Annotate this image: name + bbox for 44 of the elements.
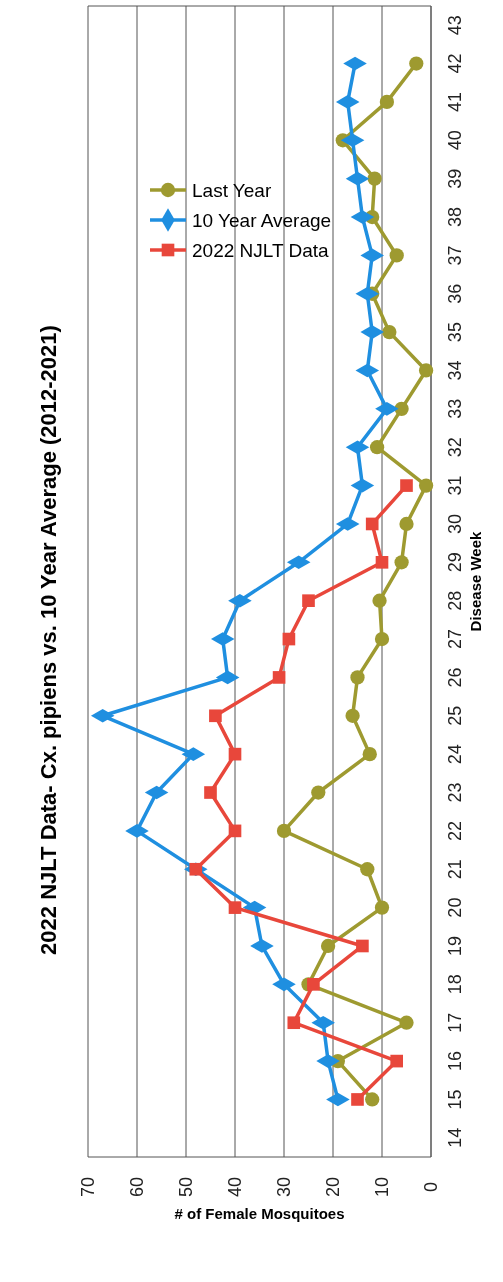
legend-label: 2022 NJLT Data: [192, 240, 330, 261]
y-axis-title: Disease Week: [467, 530, 484, 632]
y-tick-label: 25: [445, 705, 466, 726]
x-tick-label: 60: [127, 1176, 148, 1198]
y-tick-label: 29: [445, 552, 466, 573]
y-tick-label: 40: [445, 130, 466, 151]
y-tick-label: 38: [445, 207, 466, 228]
x-tick-label: 0: [421, 1181, 442, 1193]
y-tick-label: 26: [445, 667, 466, 688]
y-tick-label: 30: [445, 513, 466, 534]
y-tick-label: 42: [445, 53, 466, 74]
y-tick-label: 28: [445, 590, 466, 611]
y-tick-label: 27: [445, 629, 466, 650]
y-tick-label: 35: [445, 322, 466, 343]
y-tick-label: 33: [445, 398, 466, 419]
y-tick-label: 23: [445, 782, 466, 803]
y-tick-label: 31: [445, 475, 466, 496]
y-tick-label: 15: [445, 1089, 466, 1110]
x-tick-label: 50: [176, 1176, 197, 1198]
y-tick-label: 19: [445, 935, 466, 956]
y-tick-label: 18: [445, 974, 466, 995]
y-tick-label: 37: [445, 245, 466, 266]
y-tick-label: 21: [445, 859, 466, 880]
y-tick-label: 43: [445, 15, 466, 36]
y-tick-label: 39: [445, 168, 466, 189]
y-tick-label: 14: [445, 1127, 466, 1148]
y-tick-label: 20: [445, 897, 466, 918]
y-tick-label: 16: [445, 1051, 466, 1072]
x-tick-label: 40: [225, 1176, 246, 1198]
y-tick-label: 17: [445, 1012, 466, 1033]
x-tick-label: 30: [274, 1176, 295, 1198]
y-tick-label: 41: [445, 91, 466, 112]
y-tick-label: 36: [445, 283, 466, 304]
y-tick-label: 22: [445, 820, 466, 841]
y-tick-label: 24: [445, 744, 466, 765]
y-tick-label: 32: [445, 437, 466, 458]
x-tick-label: 70: [78, 1176, 99, 1198]
legend-label: Last Year: [192, 180, 272, 201]
x-axis-title: # of Female Mosquitoes: [174, 1205, 345, 1222]
x-tick-label: 10: [372, 1176, 393, 1198]
legend-label: 10 Year Average: [192, 210, 332, 231]
y-tick-label: 34: [445, 360, 466, 381]
x-tick-label: 20: [323, 1176, 344, 1198]
text: 2022 NJLT Data- Cx. pipiens vs. 10 Year Average (2012-2021): [36, 325, 61, 955]
